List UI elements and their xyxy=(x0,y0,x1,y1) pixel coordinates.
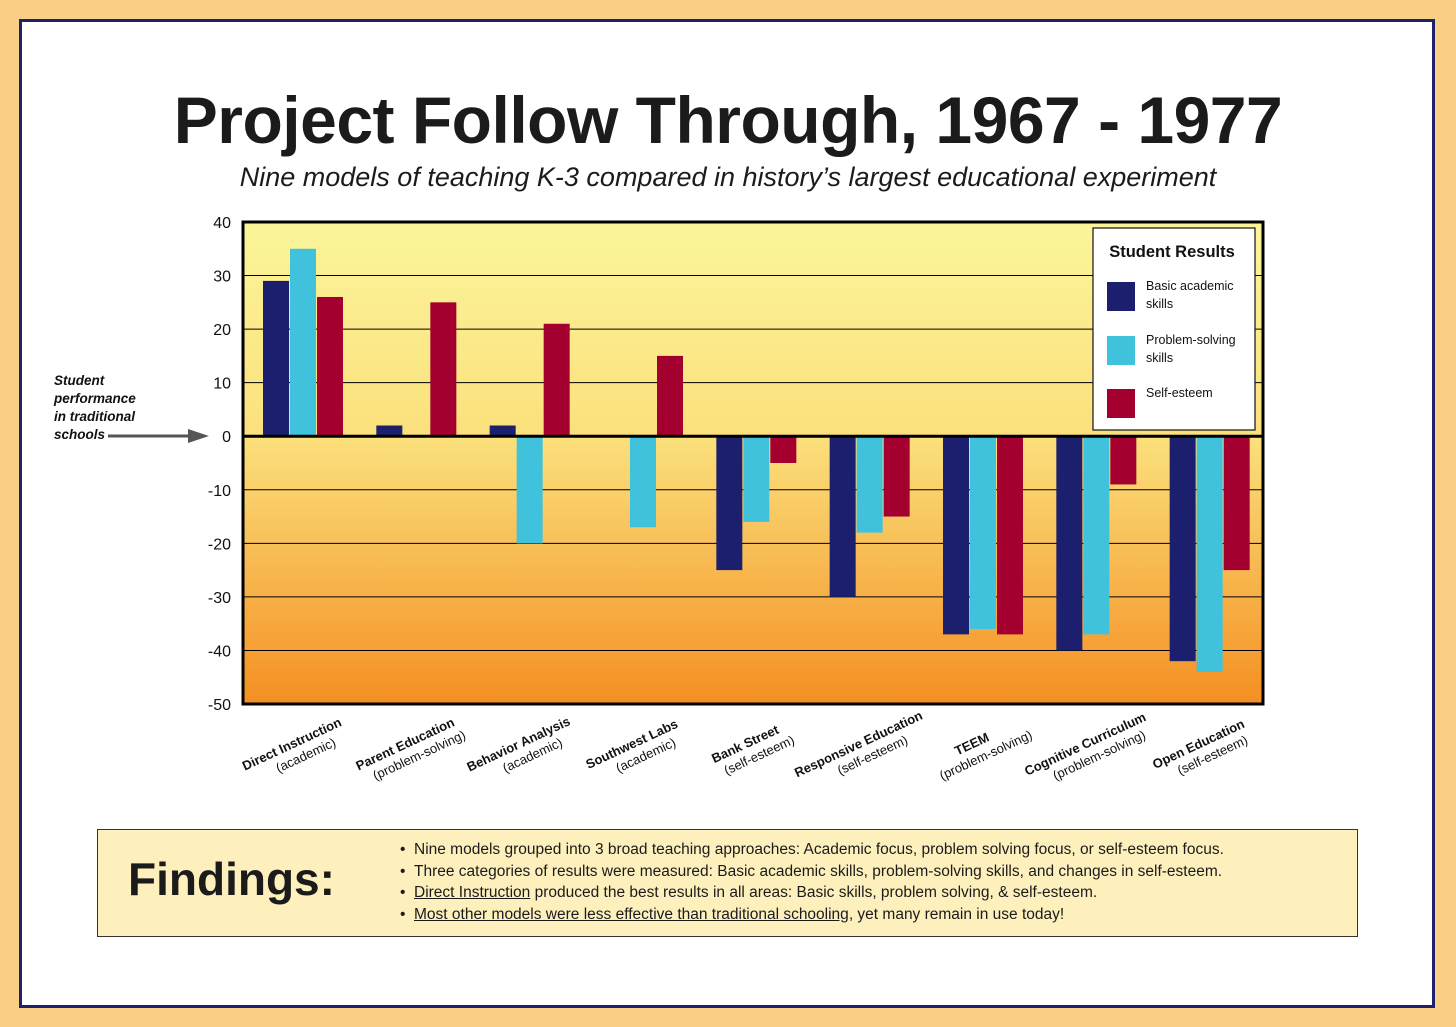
finding-text: Three categories of results were measure… xyxy=(414,862,1223,880)
plot-area: 40 30 20 10 0 -10 -20 -30 -40 -50 Student performan… xyxy=(53,215,1265,783)
y-tick-label: 10 xyxy=(213,376,231,393)
bar xyxy=(1056,436,1083,651)
y-tick-label: 30 xyxy=(213,269,231,286)
baseline-arrow-head xyxy=(188,429,209,443)
y-tick-label: -50 xyxy=(208,697,231,714)
legend-label: Problem-solving xyxy=(1146,333,1236,347)
page-title: Project Follow Through, 1967 - 1977 xyxy=(173,83,1283,157)
legend-swatch xyxy=(1107,389,1135,418)
findings-label: Findings: xyxy=(128,853,335,905)
bar xyxy=(1196,436,1223,672)
finding-underlined: Direct Instruction xyxy=(414,884,531,901)
baseline-annotation-line: performance xyxy=(53,391,136,406)
bar xyxy=(317,296,343,437)
bar xyxy=(829,436,856,597)
bar xyxy=(430,302,457,437)
bar-chart: 40 30 20 10 0 -10 -20 -30 -40 -50 Student performan… xyxy=(53,215,1265,783)
bar xyxy=(516,436,543,544)
legend-label: skills xyxy=(1146,297,1173,311)
finding-item: Direct Instruction produced the best res… xyxy=(398,882,1224,904)
baseline-annotation-line: Student xyxy=(54,373,105,388)
y-tick-label: -40 xyxy=(208,643,231,660)
bar xyxy=(770,436,797,463)
bar xyxy=(883,436,910,517)
bar xyxy=(970,436,996,630)
bar xyxy=(1169,436,1196,662)
baseline-annotation-line: schools xyxy=(54,427,106,442)
bar xyxy=(943,436,969,635)
bar xyxy=(1110,436,1137,485)
finding-item: Most other models were less effective th… xyxy=(398,904,1224,926)
y-tick-label: 0 xyxy=(222,429,231,446)
bar xyxy=(543,323,570,437)
finding-text: Nine models grouped into 3 broad teachin… xyxy=(414,841,1224,858)
finding-text: produced the best results in all areas: … xyxy=(530,884,1098,901)
bar xyxy=(263,280,289,437)
bar xyxy=(716,436,743,571)
plot-border xyxy=(241,220,1265,706)
bar xyxy=(489,425,516,437)
y-tick-label: -10 xyxy=(208,483,231,500)
y-tick-label: -30 xyxy=(208,590,231,607)
finding-text: , yet many remain in use today! xyxy=(848,905,1065,923)
bar xyxy=(856,436,883,533)
bar xyxy=(1083,436,1110,635)
legend-label: Basic academic xyxy=(1146,279,1234,293)
legend-swatch xyxy=(1107,336,1135,365)
finding-underlined: Most other models were less effective th… xyxy=(414,905,849,923)
bar xyxy=(997,436,1023,635)
bar xyxy=(630,436,656,528)
baseline-annotation-line: in traditional xyxy=(54,409,135,424)
page-subtitle: Nine models of teaching K-3 compared in … xyxy=(239,162,1217,192)
finding-item: Nine models grouped into 3 broad teachin… xyxy=(398,839,1224,861)
finding-item: Three categories of results were measure… xyxy=(398,861,1224,883)
y-tick-label: 20 xyxy=(213,322,231,339)
findings-list: Nine models grouped into 3 broad teachin… xyxy=(398,839,1224,925)
legend-title: Student Results xyxy=(1109,243,1235,261)
legend-label: skills xyxy=(1146,351,1173,365)
legend-label: Self-esteem xyxy=(1146,386,1213,400)
bar xyxy=(376,425,403,437)
bar xyxy=(743,436,770,522)
y-tick-label: 40 xyxy=(213,215,231,232)
bar xyxy=(657,355,683,437)
bar xyxy=(290,248,316,437)
y-tick-label: -20 xyxy=(208,536,231,553)
bar xyxy=(1223,436,1250,571)
findings-box: Findings: Nine models grouped into 3 bro… xyxy=(97,829,1358,937)
legend-swatch xyxy=(1107,282,1135,311)
